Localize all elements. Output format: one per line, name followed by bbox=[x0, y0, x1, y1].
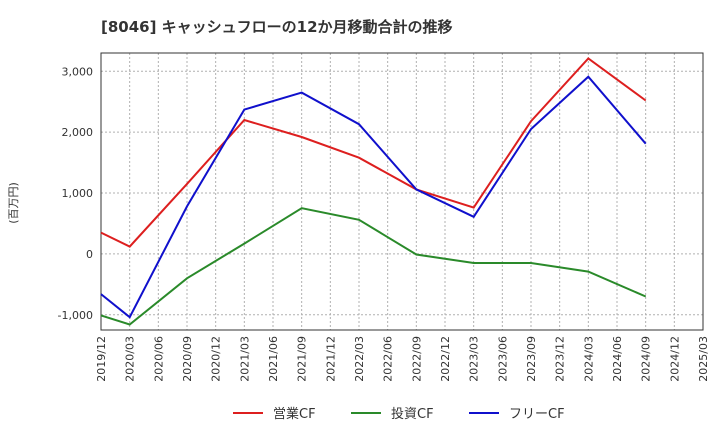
series-line-2 bbox=[100, 207, 647, 326]
y-tick-label: 3,000 bbox=[62, 65, 94, 78]
chart-title: [8046] キャッシュフローの12か月移動合計の推移 bbox=[101, 18, 453, 36]
y-tick-label: 1,000 bbox=[62, 187, 94, 200]
x-tick-label: 2020/12 bbox=[210, 336, 223, 382]
series-line-1 bbox=[100, 57, 647, 248]
x-tick-label: 2022/09 bbox=[410, 336, 423, 382]
plot-frame bbox=[100, 52, 704, 331]
x-tick-label: 2021/06 bbox=[267, 336, 280, 382]
x-tick-label: 2020/09 bbox=[181, 336, 194, 382]
legend-label: 営業CF bbox=[273, 406, 316, 422]
x-tick-label: 2021/03 bbox=[238, 336, 251, 382]
x-tick-label: 2023/09 bbox=[525, 336, 538, 382]
series-lines bbox=[100, 57, 647, 326]
x-tick-label: 2022/06 bbox=[382, 336, 395, 382]
x-tick-label: 2024/03 bbox=[582, 336, 595, 382]
x-tick-label: 2024/12 bbox=[668, 336, 681, 382]
x-tick-label: 2024/06 bbox=[611, 336, 624, 382]
y-tick-label: 0 bbox=[86, 248, 93, 261]
x-tick-label: 2024/09 bbox=[640, 336, 653, 382]
y-tick-label: 2,000 bbox=[62, 126, 94, 139]
x-tick-label: 2020/03 bbox=[124, 336, 137, 382]
y-axis-label: (百万円) bbox=[7, 182, 20, 224]
x-tick-label: 2023/06 bbox=[496, 336, 509, 382]
x-tick-label: 2020/06 bbox=[152, 336, 165, 382]
y-tick-label: -1,000 bbox=[58, 309, 93, 322]
x-tick-label: 2022/12 bbox=[439, 336, 452, 382]
grid bbox=[100, 53, 704, 330]
x-tick-label: 2023/03 bbox=[468, 336, 481, 382]
x-tick-label: 2021/09 bbox=[296, 336, 309, 382]
x-axis-ticks: 2019/12 2020/03 2020/06 2020/09 2020/12 2021/… bbox=[95, 336, 710, 382]
x-tick-label: 2023/12 bbox=[554, 336, 567, 382]
x-tick-label: 2021/12 bbox=[324, 336, 337, 382]
y-axis-ticks: -1,000 0 1,000 2,000 3,000 bbox=[58, 65, 93, 322]
x-tick-label: 2022/03 bbox=[353, 336, 366, 382]
x-tick-label: 2019/12 bbox=[95, 336, 108, 382]
legend-label: 投資CF bbox=[391, 406, 434, 422]
legend: 営業CF 投資CF フリーCF bbox=[233, 406, 565, 422]
legend-label: フリーCF bbox=[509, 407, 565, 422]
x-tick-label: 2025/03 bbox=[697, 336, 710, 382]
plot-border bbox=[100, 52, 704, 331]
